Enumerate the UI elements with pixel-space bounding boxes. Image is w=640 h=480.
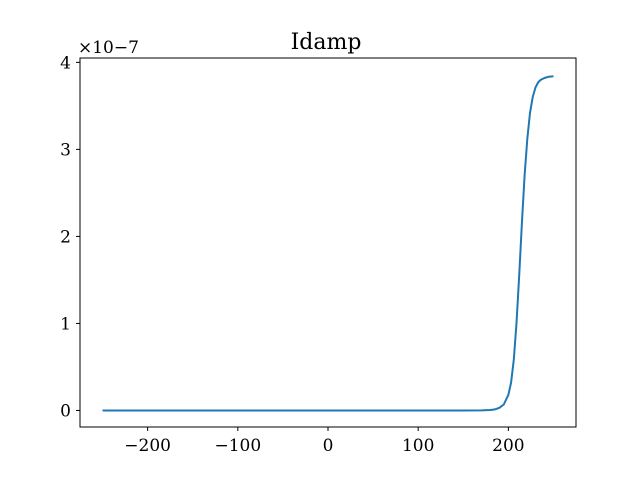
chart-title: Idamp — [291, 30, 362, 55]
x-tick-label: 100 — [402, 436, 434, 456]
plot-area — [102, 75, 554, 412]
x-tick-label: 200 — [492, 436, 524, 456]
y-tick-label: 3 — [60, 140, 71, 160]
y-tick-label: 2 — [60, 227, 71, 247]
x-axis: −200 −100 0 100 200 — [124, 427, 525, 456]
y-axis: 0 1 2 3 4 — [60, 53, 80, 421]
series-line-0 — [102, 75, 554, 412]
y-offset-label: ×10−7 — [78, 38, 139, 58]
y-tick-label: 4 — [60, 53, 71, 73]
y-tick-label: 1 — [60, 314, 71, 334]
y-tick-label: 0 — [60, 401, 71, 421]
x-tick-label: 0 — [323, 436, 334, 456]
axes-frame — [79, 57, 577, 428]
x-tick-label: −100 — [214, 436, 261, 456]
x-tick-label: −200 — [124, 436, 171, 456]
